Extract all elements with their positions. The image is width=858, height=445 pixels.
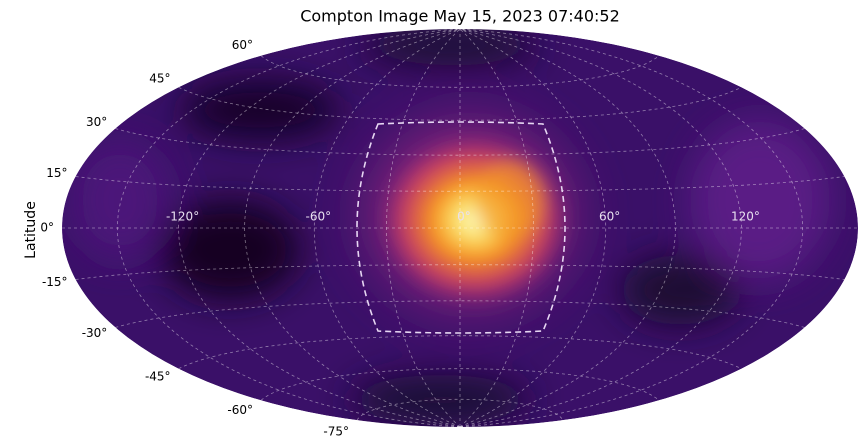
- y-axis-label: Latitude: [23, 201, 39, 259]
- y-tick-label: -45°: [145, 370, 171, 384]
- x-tick-label: 0°: [457, 210, 471, 224]
- x-tick-label: 60°: [599, 210, 620, 224]
- x-tick-label: -60°: [306, 210, 332, 224]
- y-tick-label: -60°: [227, 403, 253, 417]
- x-tick-label: -120°: [166, 210, 199, 224]
- y-tick-label: -15°: [42, 275, 68, 289]
- y-tick-label: 45°: [149, 71, 170, 85]
- y-tick-label: 60°: [232, 38, 253, 52]
- x-tick-label: 120°: [731, 210, 760, 224]
- sky-image: [62, 25, 858, 427]
- y-tick-label: 30°: [86, 115, 107, 129]
- chart: Compton Image May 15, 2023 07:40:52 Lati…: [0, 0, 858, 445]
- chart-title: Compton Image May 15, 2023 07:40:52: [300, 7, 620, 26]
- y-tick-label: 0°: [40, 221, 54, 235]
- y-tick-label: 15°: [46, 166, 67, 180]
- y-tick-label: -75°: [323, 424, 349, 438]
- y-tick-label: -30°: [82, 326, 108, 340]
